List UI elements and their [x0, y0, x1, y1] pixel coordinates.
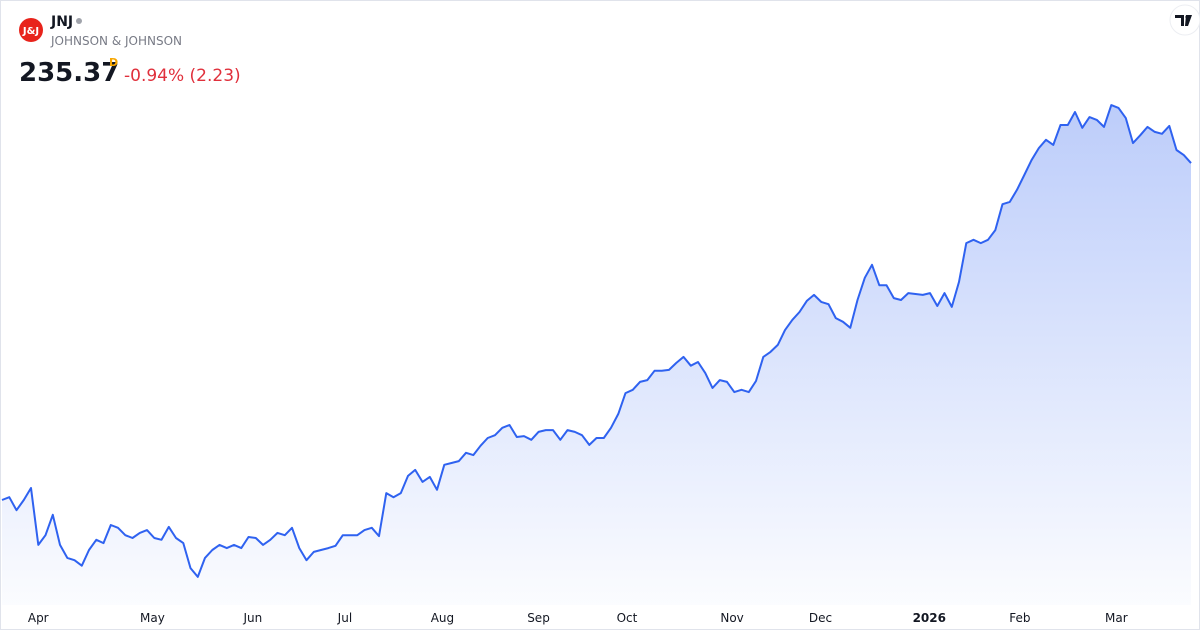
x-tick-label: Feb — [1009, 611, 1030, 625]
logo-text: J&J — [22, 26, 39, 37]
logo — [19, 18, 43, 42]
x-tick-label: Apr — [28, 611, 49, 625]
status-dot — [76, 18, 82, 24]
area-fill — [2, 105, 1191, 605]
price-line — [1, 104, 1192, 578]
plot — [1, 104, 1192, 605]
x-tick-label: Sep — [527, 611, 550, 625]
tv-logo — [1169, 4, 1200, 36]
x-tick-label: Dec — [809, 611, 832, 625]
price: 235.37 — [19, 58, 119, 88]
x-tick-label: May — [140, 611, 165, 625]
x-tick-label: Nov — [720, 611, 743, 625]
interval: D — [109, 56, 118, 69]
company-name: JOHNSON & JOHNSON — [50, 34, 182, 48]
x-tick-label: Oct — [617, 611, 638, 625]
x-tick-label: Jun — [242, 611, 262, 625]
x-tick-label: Mar — [1105, 611, 1128, 625]
change: -0.94% (2.23) — [124, 66, 241, 86]
x-tick-label: Jul — [337, 611, 352, 625]
x-tick-label: Aug — [431, 611, 454, 625]
x-tick-label: 2026 — [913, 611, 946, 625]
symbol: JNJ — [50, 14, 73, 30]
